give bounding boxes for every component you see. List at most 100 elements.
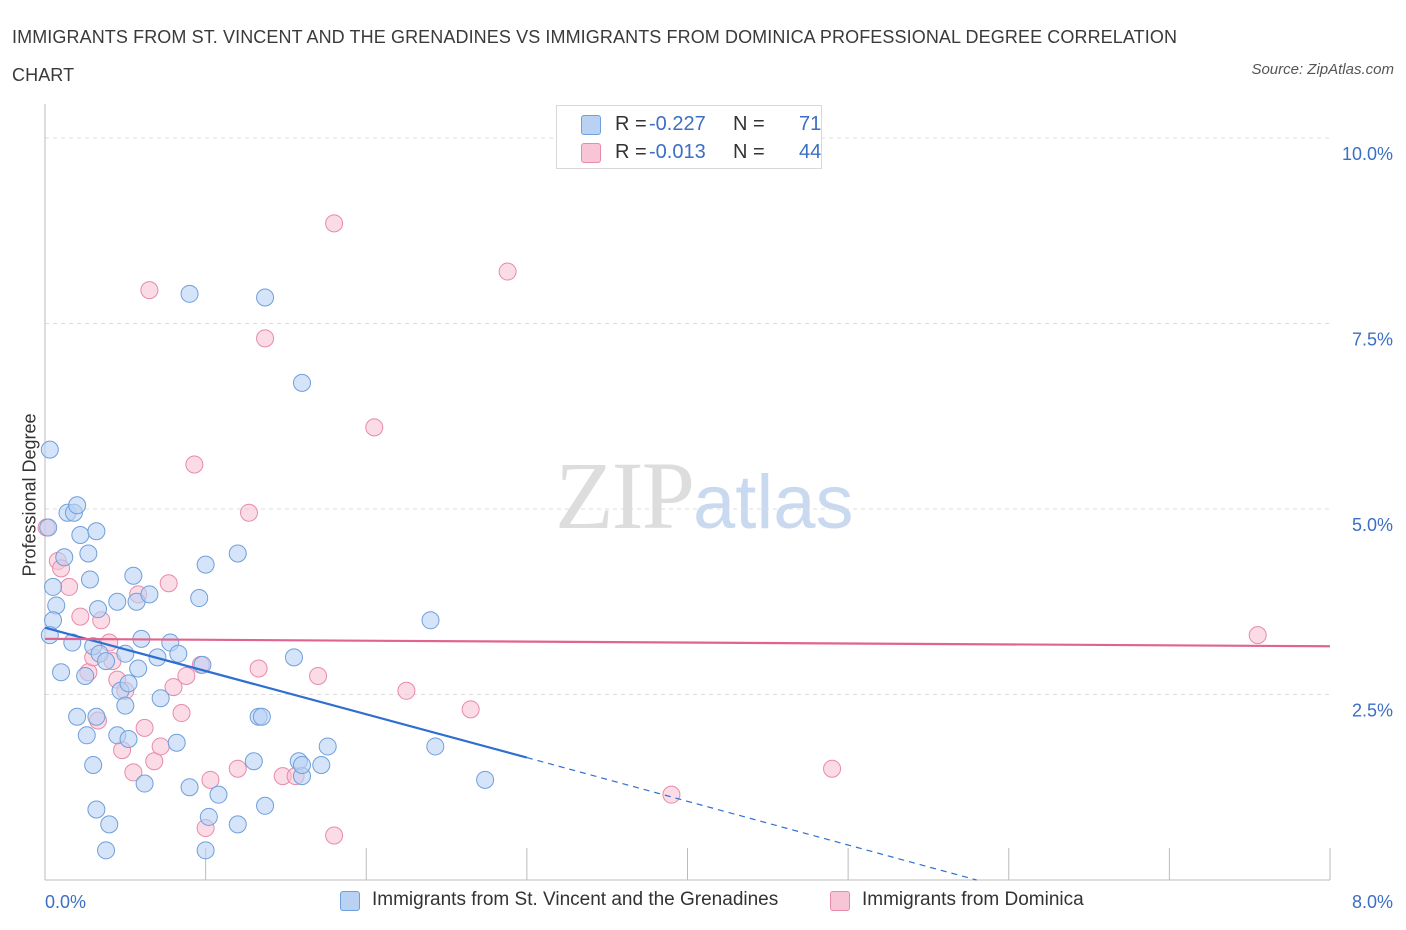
pink-point: [135, 718, 154, 737]
y-tick-label: 2.5%: [1352, 701, 1393, 721]
watermark: ZIPatlas: [555, 440, 854, 551]
blue-point: [140, 585, 159, 604]
blue-swatch: [340, 891, 360, 911]
blue-point: [318, 737, 337, 756]
pink-point: [151, 737, 170, 756]
pink-point: [256, 329, 275, 348]
pink-point: [239, 503, 258, 522]
blue-point: [55, 548, 74, 567]
pink-point: [325, 826, 344, 845]
pink-point: [140, 281, 159, 300]
blue-point: [40, 440, 59, 459]
pink-point: [124, 763, 143, 782]
blue-point: [476, 770, 495, 789]
pink-point: [71, 607, 90, 626]
blue-point: [167, 733, 186, 752]
legend-label-blue: Immigrants from St. Vincent and the Gren…: [372, 889, 779, 910]
blue-point: [256, 288, 275, 307]
blue-point: [124, 566, 143, 585]
blue-point: [84, 755, 103, 774]
n-label: N =: [733, 113, 765, 135]
blue-point: [87, 707, 106, 726]
blue-point: [39, 518, 58, 537]
r-value: -0.227: [649, 113, 706, 135]
blue-point: [151, 689, 170, 708]
blue-point: [47, 596, 66, 615]
n-value: 44: [799, 141, 822, 163]
blue-point: [228, 815, 247, 834]
pink-point: [662, 785, 681, 804]
blue-point: [196, 841, 215, 860]
pink-point: [325, 214, 344, 233]
pink-swatch: [830, 891, 850, 911]
blue-point: [256, 796, 275, 815]
blue-point: [199, 807, 218, 826]
y-axis-label: Professional Degree: [19, 413, 40, 577]
blue-point: [52, 663, 71, 682]
watermark-atlas: atlas: [693, 460, 854, 545]
blue-point: [228, 544, 247, 563]
blue-point: [129, 659, 148, 678]
correlation-legend: R = -0.227 N = 71 R = -0.013 N = 44: [556, 105, 822, 169]
r-value: -0.013: [649, 141, 706, 163]
y-tick-label: 7.5%: [1352, 330, 1393, 350]
blue-point: [252, 707, 271, 726]
blue-point: [119, 674, 138, 693]
pink-point: [60, 577, 79, 596]
x-tick-label: 0.0%: [45, 892, 86, 912]
blue-trend-extension: [526, 756, 977, 881]
blue-point: [169, 644, 188, 663]
blue-point: [89, 600, 108, 619]
blue-point: [87, 522, 106, 541]
n-label: N =: [733, 141, 765, 163]
blue-point: [293, 373, 311, 392]
source-label: Source: ZipAtlas.com: [1251, 61, 1394, 78]
legend-label-pink: Immigrants from Dominica: [862, 889, 1084, 910]
pink-point: [145, 752, 164, 771]
blue-point: [97, 652, 116, 671]
blue-point: [116, 696, 135, 715]
pink-swatch: [581, 143, 601, 163]
blue-point: [284, 648, 303, 667]
blue-point: [108, 592, 127, 611]
x-tick-label: 8.0%: [1352, 892, 1393, 912]
pink-trend-line: [44, 637, 1331, 648]
pink-point: [498, 262, 517, 281]
blue-point: [44, 577, 63, 596]
chart-title: IMMIGRANTS FROM ST. VINCENT AND THE GREN…: [12, 27, 1178, 85]
pink-point: [309, 666, 328, 685]
blue-point: [119, 730, 138, 749]
blue-point: [180, 778, 199, 797]
blue-point: [135, 774, 154, 793]
watermark-zip: ZIP: [555, 442, 695, 549]
blue-point: [87, 800, 106, 819]
y-tick-label: 10.0%: [1342, 144, 1393, 164]
pink-point: [365, 418, 384, 437]
blue-point: [180, 284, 199, 303]
blue-point: [80, 570, 99, 589]
blue-point: [77, 726, 96, 745]
pink-point: [172, 704, 191, 723]
blue-point: [97, 841, 116, 860]
pink-point: [1248, 626, 1267, 645]
blue-point: [196, 555, 215, 574]
pink-point: [185, 455, 204, 474]
blue-swatch: [581, 115, 601, 135]
blue-point: [426, 737, 445, 756]
pink-point: [823, 759, 842, 778]
n-value: 71: [799, 113, 822, 135]
pink-point: [159, 574, 178, 593]
r-label: R =: [615, 113, 647, 135]
blue-point: [421, 611, 440, 630]
pink-point: [249, 659, 268, 678]
blue-point: [71, 525, 90, 544]
pink-point: [228, 759, 247, 778]
blue-point: [293, 755, 311, 774]
pink-point: [177, 666, 196, 685]
blue-point: [209, 785, 228, 804]
blue-point: [79, 544, 98, 563]
blue-trend-line: [44, 626, 528, 759]
blue-point: [244, 752, 263, 771]
pink-point: [461, 700, 480, 719]
